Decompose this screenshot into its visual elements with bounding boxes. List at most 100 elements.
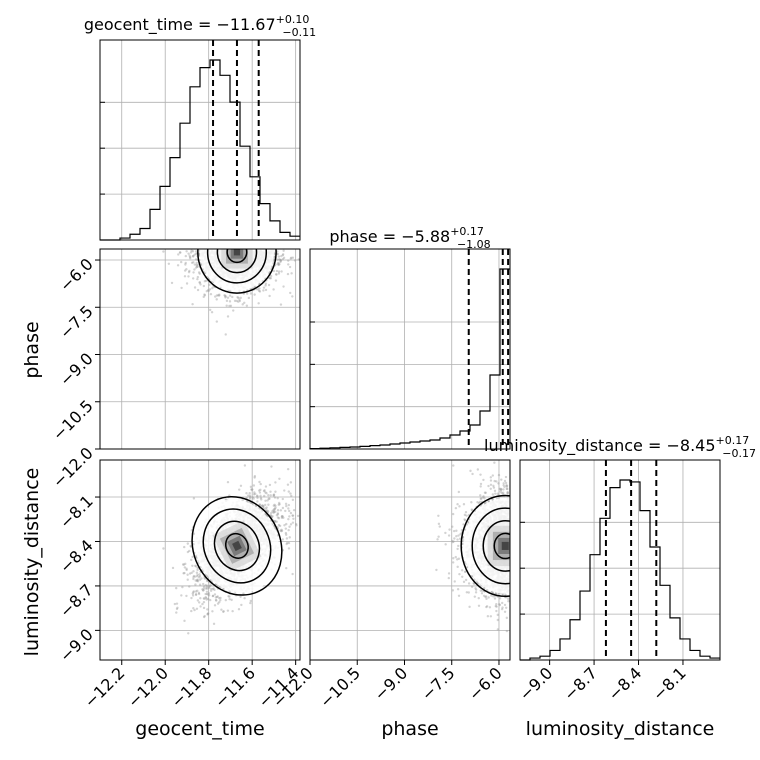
panel-2d-geocent_time-vs-luminosity_distance-point — [211, 610, 214, 613]
panel-2d-geocent_time-vs-luminosity_distance-point — [230, 598, 233, 602]
panel-2d-phase-vs-luminosity-distance-grid — [310, 460, 510, 660]
panel-2d-geocent_time-vs-luminosity_distance-point — [287, 541, 291, 545]
panel-2d-phase-vs-luminosity_distance-point — [447, 572, 451, 575]
panel-2d-geocent_time-vs-phase-point — [194, 258, 198, 261]
panel-2d-geocent_time-vs-luminosity_distance-point — [274, 481, 277, 484]
panel-2d-geocent_time-vs-phase-point — [223, 294, 227, 298]
panel-2d-geocent_time-vs-phase-point — [286, 272, 290, 276]
panel-2d-phase-vs-luminosity_distance-point — [505, 606, 508, 609]
panel-2d-geocent_time-vs-luminosity_distance-point — [283, 489, 286, 492]
panel-2d-geocent-time-vs-phase-density — [197, 249, 277, 294]
panel-2d-geocent_time-vs-phase-point — [211, 286, 214, 290]
panel-2d-phase-vs-luminosity_distance-point — [503, 603, 507, 607]
panel-2d-phase-vs-luminosity_distance-point — [498, 597, 502, 600]
panel-2d-geocent_time-vs-luminosity_distance-point — [248, 494, 252, 497]
panel-2d-geocent_time-vs-phase-contour-2 — [216, 249, 258, 274]
panel-2d-geocent_time-vs-luminosity_distance-point — [204, 587, 207, 590]
panel-2d-geocent_time-vs-luminosity_distance-point — [255, 494, 259, 497]
panel-2d-geocent_time-vs-phase-point — [162, 250, 165, 253]
panel-2d-geocent_time-vs-phase-point — [247, 296, 251, 300]
panel-2d-geocent_time-vs-phase-point — [184, 254, 188, 258]
panel-2d-phase-vs-luminosity_distance-point — [462, 580, 466, 584]
panel-2d-geocent_time-vs-luminosity_distance-point — [205, 584, 209, 587]
panel-2d-geocent_time-vs-luminosity_distance-point — [219, 599, 222, 602]
panel-2d-geocent_time-vs-luminosity_distance-point — [291, 514, 295, 517]
panel-2d-geocent_time-vs-luminosity_distance-point — [206, 612, 210, 615]
panel-2d-geocent_time-vs-phase-point — [281, 257, 285, 261]
panel-2d-geocent_time-vs-phase-point — [224, 333, 227, 336]
panel-2d-geocent_time-vs-phase-point — [184, 263, 187, 266]
panel-2d-phase-vs-luminosity_distance-point — [483, 497, 486, 500]
panel-2d-geocent_time-vs-luminosity_distance-point — [208, 585, 211, 588]
panel-hist-phase — [309, 248, 511, 450]
panel-2d-geocent_time-vs-luminosity_distance-point — [269, 514, 273, 517]
panel-2d-phase-vs-luminosity_distance-point — [494, 604, 497, 608]
panel-2d-phase-vs-luminosity_distance-point — [474, 588, 478, 591]
panel-hist-luminosity-distance — [519, 459, 721, 661]
panel-2d-geocent_time-vs-luminosity_distance-point — [198, 601, 201, 604]
panel-2d-geocent_time-vs-phase-point — [183, 275, 187, 278]
panel-2d-geocent_time-vs-phase-point — [269, 274, 273, 278]
panel-2d-geocent_time-vs-luminosity_distance-point — [275, 520, 278, 523]
panel-2d-geocent_time-vs-phase-point — [224, 296, 227, 299]
panel-2d-geocent_time-vs-luminosity_distance-point — [202, 606, 206, 610]
panel-2d-geocent_time-vs-luminosity_distance-point — [202, 588, 205, 592]
panel-2d-geocent_time-vs-luminosity_distance-point — [186, 550, 190, 554]
panel-2d-geocent_time-vs-phase-point — [189, 251, 193, 254]
panel-2d-geocent_time-vs-luminosity_distance-point — [245, 492, 248, 495]
panel-2d-geocent_time-vs-phase-point — [197, 271, 201, 274]
panel-2d-geocent_time-vs-phase-point — [289, 257, 292, 260]
panel-2d-geocent_time-vs-phase-point — [246, 292, 249, 295]
panel-2d-geocent_time-vs-phase-point — [287, 259, 290, 262]
panel-2d-geocent_time-vs-luminosity_distance-point — [175, 602, 179, 605]
panel-2d-geocent_time-vs-luminosity_distance-point — [192, 577, 195, 581]
panel-2d-geocent_time-vs-luminosity_distance-point — [253, 476, 256, 479]
panel-2d-geocent_time-vs-phase-point — [281, 253, 285, 256]
panel-2d-phase-vs-luminosity_distance-point — [456, 547, 459, 551]
hist-phase-quantiles — [467, 249, 510, 449]
panel-2d-geocent_time-vs-luminosity_distance-point — [203, 577, 206, 580]
panel-2d-geocent_time-vs-luminosity_distance-point — [173, 602, 177, 606]
panel-2d-geocent_time-vs-luminosity_distance-point — [183, 566, 187, 569]
panel-2d-geocent_time-vs-luminosity_distance-point — [261, 504, 264, 507]
panel-2d-geocent_time-vs-luminosity_distance-point — [274, 506, 277, 509]
panel-2d-geocent_time-vs-luminosity_distance-point — [196, 575, 199, 578]
panel-2d-phase-vs-luminosity_distance-point — [444, 543, 447, 546]
panel-2d-geocent_time-vs-luminosity_distance-point — [273, 520, 277, 523]
panel-2d-geocent_time-vs-luminosity_distance-point — [292, 517, 295, 520]
hist-geocent-time-frame — [99, 39, 301, 241]
panel-2d-phase-vs-luminosity_distance-point — [504, 593, 507, 596]
panel-2d-geocent_time-vs-luminosity_distance-point — [201, 602, 204, 606]
panel-2d-geocent_time-vs-phase-point — [237, 296, 240, 300]
panel-2d-geocent_time-vs-phase-point — [268, 294, 271, 298]
panel-2d-geocent_time-vs-luminosity_distance-point — [272, 494, 276, 497]
panel-2d-geocent_time-vs-luminosity_distance-point — [259, 488, 262, 492]
panel-2d-geocent_time-vs-luminosity_distance-point — [196, 578, 199, 581]
panel-2d-geocent_time-vs-phase-point — [177, 253, 180, 256]
panel-2d-geocent_time-vs-luminosity_distance-point — [219, 596, 222, 600]
panel-2d-geocent_time-vs-luminosity_distance-point — [192, 574, 196, 578]
panel-2d-geocent_time-vs-luminosity_distance-point — [268, 497, 271, 500]
panel-2d-geocent_time-vs-phase-point — [226, 315, 230, 318]
panel-2d-geocent_time-vs-luminosity_distance-point — [215, 595, 219, 599]
panel-2d-geocent_time-vs-luminosity_distance-point — [231, 609, 234, 613]
panel-2d-geocent_time-vs-phase-point — [194, 266, 198, 269]
panel-2d-geocent_time-vs-luminosity_distance-point — [284, 533, 288, 536]
panel-2d-geocent_time-vs-luminosity_distance-point — [257, 489, 261, 492]
panel-2d-geocent_time-vs-luminosity_distance-point — [180, 594, 183, 597]
panel-2d-geocent_time-vs-phase-point — [278, 263, 281, 266]
panel-2d-phase-vs-luminosity_distance-point — [454, 555, 457, 559]
panel-2d-geocent_time-vs-luminosity_distance-point — [249, 485, 253, 489]
panel-2d-geocent_time-vs-luminosity_distance-point — [224, 598, 228, 602]
panel-2d-phase-vs-luminosity_distance-point — [502, 482, 505, 485]
panel-2d-geocent_time-vs-phase-point — [274, 273, 278, 276]
panel-2d-geocent_time-vs-phase-point — [226, 296, 230, 299]
panel-2d-geocent_time-vs-luminosity_distance-point — [175, 607, 179, 611]
panel-2d-phase-vs-luminosity_distance-point — [482, 496, 485, 499]
panel-2d-geocent_time-vs-luminosity_distance-point — [254, 492, 257, 496]
panel-2d-geocent_time-vs-luminosity_distance-point — [286, 541, 289, 545]
panel-2d-phase-vs-luminosity_distance-point — [487, 596, 490, 599]
panel-2d-geocent_time-vs-luminosity_distance-point — [228, 597, 231, 601]
panel-2d-geocent_time-vs-luminosity_distance-contour-3 — [224, 532, 249, 559]
panel-2d-geocent_time-vs-phase-point — [193, 253, 196, 257]
